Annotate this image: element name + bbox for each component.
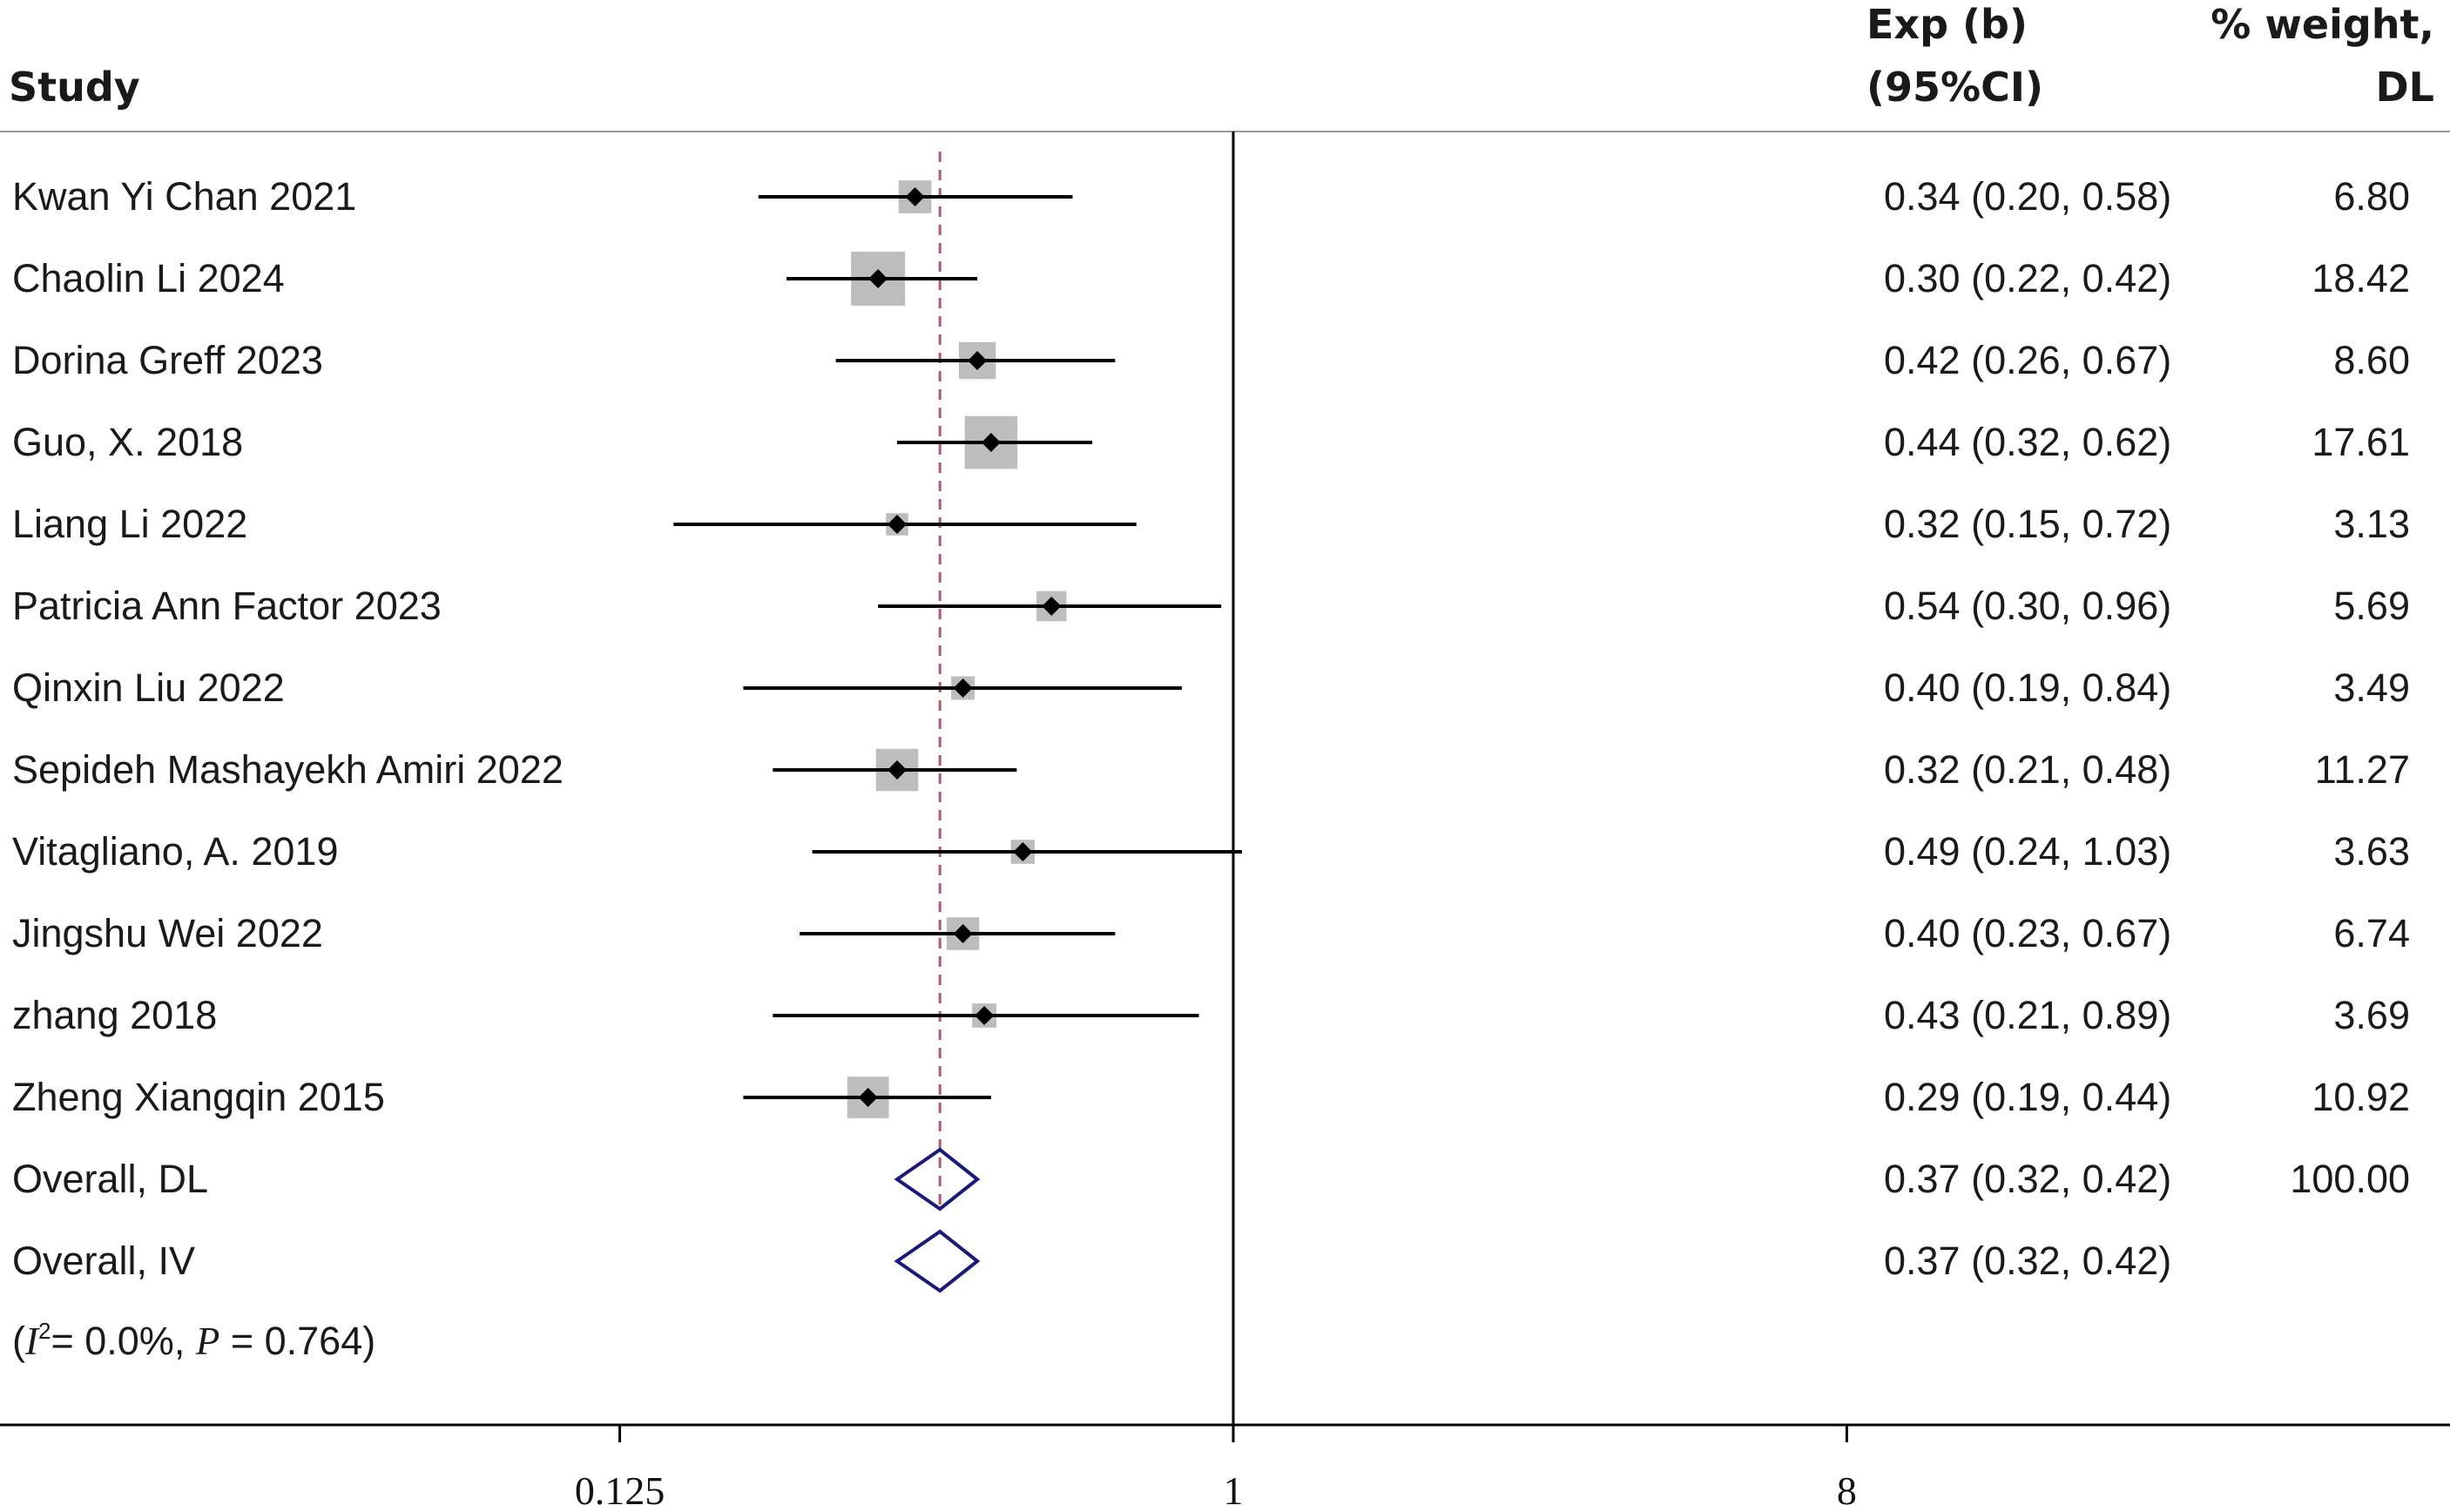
- study-label: Liang Li 2022: [12, 502, 248, 546]
- study-label: Patricia Ann Factor 2023: [12, 584, 442, 628]
- p-value: = 0.764): [219, 1319, 376, 1363]
- study-effect-ci: 0.40 (0.19, 0.84): [1884, 665, 2172, 710]
- study-weight: 3.49: [2333, 665, 2410, 710]
- overall-diamond: [894, 1229, 981, 1293]
- study-effect-ci: 0.32 (0.15, 0.72): [1884, 502, 2172, 546]
- effect-column-header-line1: Exp (b): [1866, 1, 2028, 48]
- study-point-estimate: [888, 760, 908, 780]
- study-label: Qinxin Liu 2022: [12, 665, 285, 710]
- study-point-estimate: [868, 269, 888, 288]
- study-weight: 5.69: [2333, 584, 2410, 628]
- study-point-estimate: [953, 678, 973, 698]
- overall-label: Overall, IV: [12, 1239, 196, 1283]
- study-effect-ci: 0.29 (0.19, 0.44): [1884, 1075, 2172, 1119]
- x-tick-label: 1: [1224, 1468, 1244, 1512]
- study-label: Jingshu Wei 2022: [12, 911, 323, 955]
- study-effect-ci: 0.43 (0.21, 0.89): [1884, 993, 2172, 1037]
- study-effect-ci: 0.54 (0.30, 0.96): [1884, 584, 2172, 628]
- heterogeneity-note: (I2= 0.0%, P = 0.764): [12, 1317, 375, 1366]
- study-label: Guo, X. 2018: [12, 420, 244, 464]
- study-weight: 18.42: [2312, 256, 2410, 300]
- study-weight: 17.61: [2312, 420, 2410, 464]
- overall-label: Overall, DL: [12, 1157, 209, 1201]
- study-label: Dorina Greff 2023: [12, 338, 323, 382]
- study-label: zhang 2018: [12, 993, 218, 1037]
- study-point-estimate: [975, 1006, 995, 1025]
- study-weight: 6.80: [2333, 174, 2410, 219]
- study-weight: 11.27: [2314, 747, 2410, 792]
- overall-weight: 100.00: [2290, 1157, 2410, 1201]
- study-point-estimate: [858, 1088, 878, 1107]
- study-label: Chaolin Li 2024: [12, 256, 285, 300]
- study-point-estimate: [905, 187, 925, 206]
- study-label: Sepideh Mashayekh Amiri 2022: [12, 747, 564, 792]
- study-effect-ci: 0.42 (0.26, 0.67): [1884, 338, 2172, 382]
- x-tick-label: 0.125: [575, 1468, 665, 1512]
- overall-effect-ci: 0.37 (0.32, 0.42): [1884, 1239, 2172, 1283]
- weight-column-header-line1: % weight,: [2210, 1, 2434, 48]
- study-effect-ci: 0.49 (0.24, 1.03): [1884, 829, 2172, 874]
- i2-symbol: I: [25, 1320, 38, 1363]
- overall-diamond: [894, 1147, 981, 1212]
- effect-column-header-line2: (95%CI): [1866, 64, 2044, 111]
- overall-effect-ci: 0.37 (0.32, 0.42): [1884, 1157, 2172, 1201]
- p-symbol: P: [195, 1320, 220, 1363]
- study-weight: 10.92: [2312, 1075, 2410, 1119]
- study-point-estimate: [1042, 597, 1062, 616]
- study-label: Zheng Xiangqin 2015: [12, 1075, 385, 1119]
- x-tick-label: 8: [1837, 1468, 1857, 1512]
- study-weight: 3.63: [2333, 829, 2410, 874]
- study-effect-ci: 0.40 (0.23, 0.67): [1884, 911, 2172, 955]
- study-point-estimate: [981, 433, 1001, 452]
- study-weight: 3.69: [2333, 993, 2410, 1037]
- note-open-paren: (: [12, 1319, 25, 1363]
- study-weight: 6.74: [2333, 911, 2410, 955]
- study-effect-ci: 0.30 (0.22, 0.42): [1884, 256, 2172, 300]
- i2-superscript: 2: [38, 1318, 51, 1344]
- study-effect-ci: 0.34 (0.20, 0.58): [1884, 174, 2172, 219]
- study-point-estimate: [968, 351, 988, 370]
- study-effect-ci: 0.32 (0.21, 0.48): [1884, 747, 2172, 792]
- study-point-estimate: [953, 924, 973, 943]
- study-point-estimate: [1013, 842, 1033, 861]
- study-weight: 3.13: [2333, 502, 2410, 546]
- study-label: Kwan Yi Chan 2021: [12, 174, 357, 219]
- study-label: Vitagliano, A. 2019: [12, 829, 339, 874]
- i2-value: = 0.0%,: [51, 1319, 196, 1363]
- study-column-header: Study: [9, 64, 140, 111]
- weight-column-header-line2: DL: [2375, 64, 2435, 111]
- study-point-estimate: [888, 515, 908, 534]
- study-weight: 8.60: [2333, 338, 2410, 382]
- study-effect-ci: 0.44 (0.32, 0.62): [1884, 420, 2172, 464]
